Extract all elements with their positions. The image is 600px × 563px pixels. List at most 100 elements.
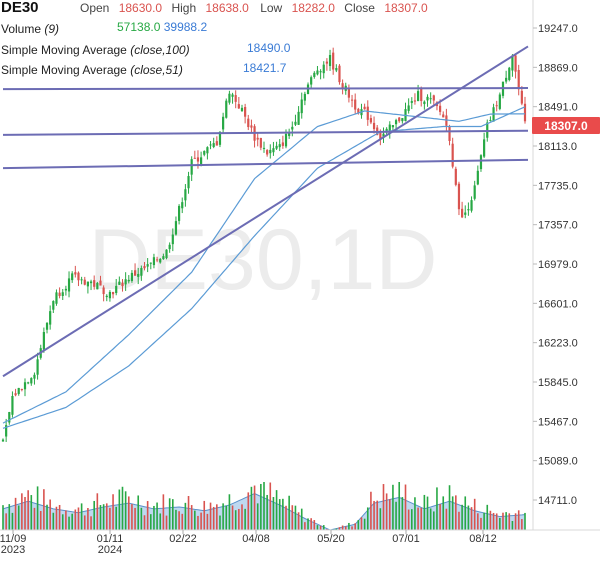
candle-body — [49, 311, 52, 325]
candle-body — [470, 200, 473, 211]
volume-bar — [105, 503, 108, 530]
volume-bar — [477, 513, 479, 530]
candle-body — [77, 272, 80, 281]
volume-bar — [304, 522, 306, 530]
volume-bar — [238, 508, 240, 530]
candle-body — [190, 159, 193, 175]
volume-bar — [52, 512, 55, 530]
volume-bar — [360, 517, 363, 530]
volume-bar — [414, 497, 416, 530]
volume-bar — [370, 491, 372, 530]
volume-bar — [250, 486, 253, 530]
x-tick-label: 08/12 — [469, 533, 497, 545]
candle-body — [187, 176, 190, 189]
volume-bar — [222, 503, 224, 530]
volume-bar — [121, 486, 124, 530]
volume-bar — [200, 512, 202, 530]
x-tick-label: 02/22 — [169, 533, 197, 545]
volume-bar — [464, 496, 467, 530]
volume-bar — [480, 517, 482, 530]
candle-body — [165, 249, 168, 259]
volume-bar — [398, 482, 401, 530]
volume-bar — [379, 508, 382, 530]
volume-bar — [194, 510, 196, 530]
candle-body — [105, 295, 108, 298]
volume-bar — [219, 515, 221, 530]
trendlines[interactable] — [2, 45, 529, 378]
volume-bar — [401, 497, 404, 530]
volume-bar — [492, 512, 495, 530]
candle-body — [388, 124, 391, 132]
x-tick-label: 05/20 — [317, 533, 345, 545]
candle-body — [137, 273, 140, 277]
sma51-line — [2, 110, 526, 424]
volume-bar — [351, 526, 353, 530]
candle-body — [162, 256, 165, 260]
candle-body — [461, 208, 464, 218]
y-tick-label: 15089.0 — [538, 456, 578, 468]
volume-bar — [486, 504, 489, 530]
candle-body — [74, 272, 77, 275]
volume-bar — [354, 523, 356, 530]
candle-body — [209, 144, 212, 146]
volume-bar — [341, 525, 344, 530]
candle-body — [237, 104, 240, 109]
volume-bar — [461, 504, 463, 530]
candle-body — [369, 118, 373, 123]
volume-bar — [511, 520, 514, 530]
x-tick-label: 01/11 — [97, 533, 124, 545]
volume-bar — [14, 497, 17, 530]
candle-body — [215, 141, 218, 146]
candle-body — [181, 202, 184, 209]
candle-body — [152, 257, 156, 266]
candle-body — [272, 148, 275, 153]
candle-body — [338, 65, 341, 83]
volume-bar — [43, 489, 45, 530]
volume-bar — [505, 512, 507, 530]
volume-bar — [131, 504, 133, 530]
candle-body — [177, 205, 181, 221]
candle-body — [514, 55, 517, 72]
volume-bar — [470, 507, 473, 530]
candle-body — [30, 378, 33, 384]
volume-bar — [153, 505, 155, 530]
candle-body — [58, 292, 61, 296]
candle-body — [143, 266, 146, 269]
candle-body — [423, 101, 426, 105]
volume-bar — [74, 509, 77, 530]
candle-body — [498, 94, 501, 109]
candle-body — [266, 150, 269, 155]
volume-bar — [282, 498, 284, 530]
candle-body — [357, 108, 360, 113]
volume-bar — [288, 495, 290, 530]
candle-body — [218, 131, 222, 145]
volume-bar — [429, 508, 432, 530]
candle-body — [413, 100, 417, 102]
x-tick-label: 11/09 — [0, 533, 26, 545]
volume-bar — [385, 493, 388, 530]
candle-body — [407, 105, 410, 111]
candle-body — [316, 70, 319, 75]
volume-bar — [5, 513, 7, 530]
volume-bar — [172, 499, 174, 530]
candle-body — [328, 55, 332, 67]
volume-bar — [433, 511, 435, 530]
candle-body — [322, 64, 325, 74]
volume-bar — [335, 528, 338, 530]
volume-bar — [71, 513, 73, 530]
candle-body — [262, 147, 266, 149]
candle-body — [64, 288, 67, 291]
volume-bar — [112, 494, 114, 530]
volume-bar — [297, 512, 300, 530]
candle-body — [335, 68, 338, 71]
candle-body — [350, 99, 354, 101]
candle-body — [313, 72, 316, 77]
candle-body — [121, 282, 124, 287]
candle-body — [8, 412, 11, 423]
candle-body — [297, 111, 300, 125]
candle-body — [118, 281, 121, 285]
volume-bar — [473, 498, 476, 530]
